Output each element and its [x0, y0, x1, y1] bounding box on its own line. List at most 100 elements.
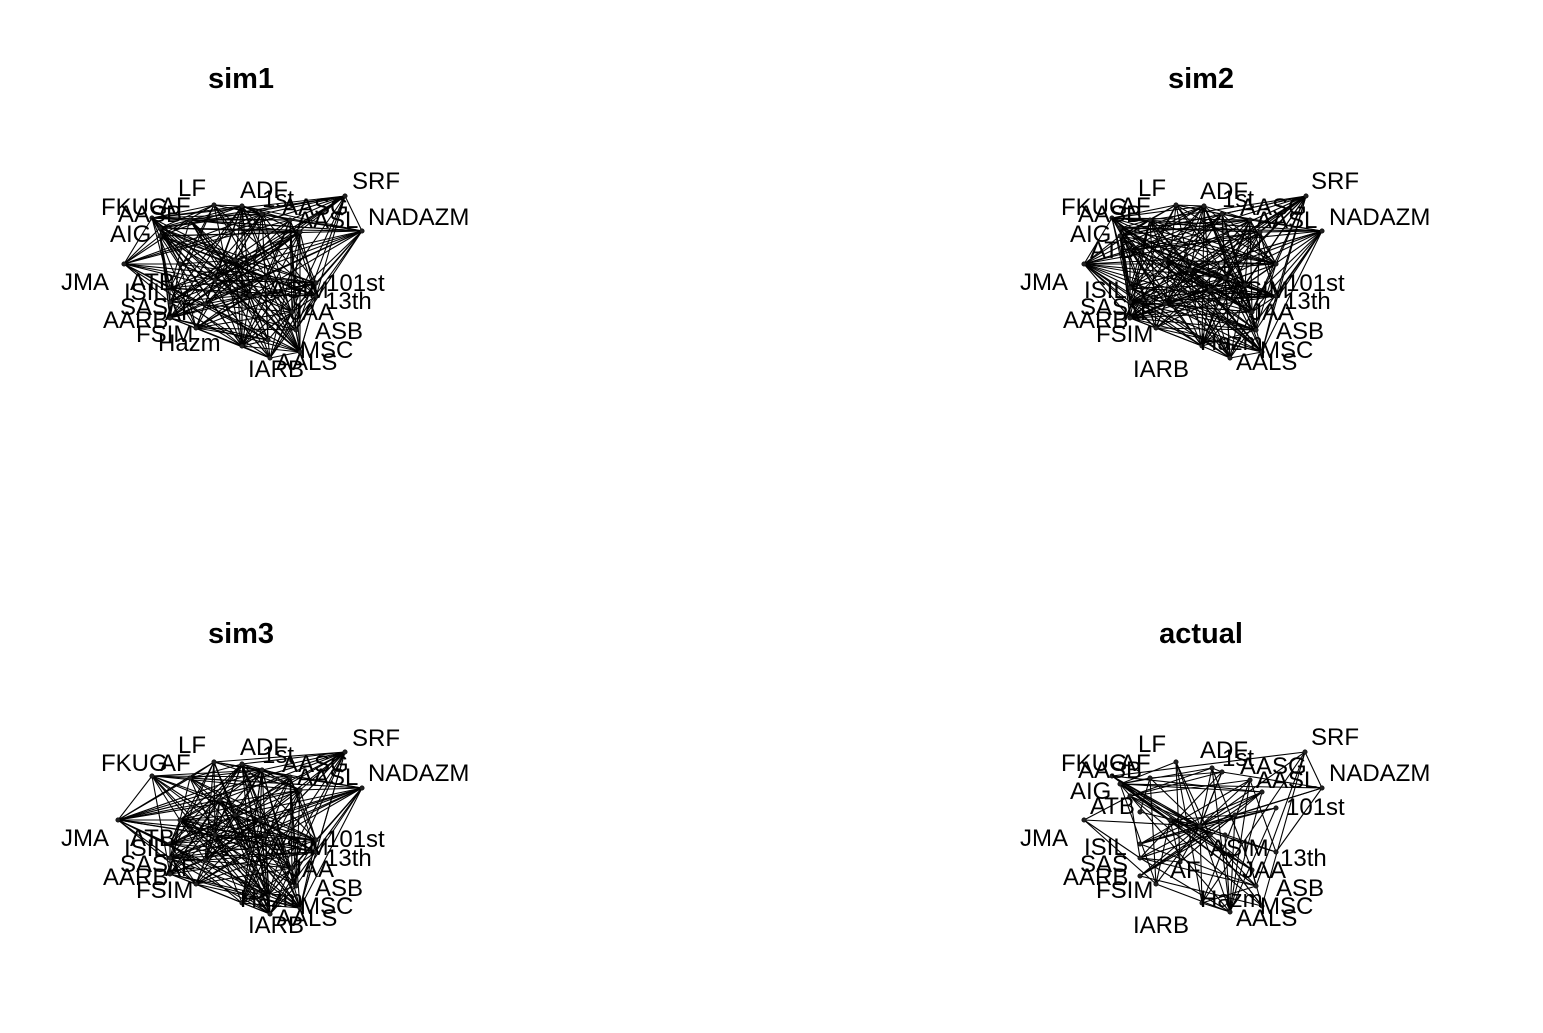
network-edge [1244, 263, 1277, 286]
network-edge [1261, 230, 1323, 353]
network-node [1249, 309, 1255, 315]
node-label: FSIM [1096, 321, 1153, 348]
network-edge [179, 769, 263, 821]
node-label: Hazm [240, 886, 303, 913]
network-edge [169, 303, 206, 319]
network-edge [241, 751, 346, 765]
network-edge [123, 219, 291, 265]
network-edge [295, 230, 363, 331]
node-label: LF [178, 732, 206, 759]
network-edge [1229, 284, 1246, 359]
network-edge [204, 859, 269, 897]
network-edge [1275, 787, 1323, 853]
network-edge [1169, 819, 1211, 836]
network-node [1273, 261, 1279, 267]
network-edge [195, 282, 317, 329]
network-edge [151, 195, 346, 219]
network-edge [1083, 263, 1131, 319]
network-node [1259, 349, 1265, 355]
network-edge [1119, 783, 1231, 913]
node-label: SRF [352, 725, 400, 752]
network-node [1219, 769, 1225, 775]
node-label: AASG [1240, 194, 1307, 221]
network-edge [1261, 751, 1306, 907]
node-label: 1st [1222, 745, 1254, 772]
network-node [313, 849, 319, 855]
network-edge [169, 857, 301, 909]
network-edge [1139, 834, 1211, 877]
network-edge [214, 231, 301, 281]
network-edge [1244, 284, 1263, 353]
network-edge [219, 799, 236, 816]
network-edge [1164, 303, 1263, 353]
network-edge [1119, 235, 1277, 297]
panel-title: actual [1159, 618, 1243, 650]
label-layer: LF ADF SRF FKUG AASB AF 1st AASG AASL NA… [1020, 724, 1430, 939]
network-edge [1119, 783, 1323, 789]
network-edge [1083, 217, 1113, 265]
network-edge [1199, 825, 1263, 907]
network-node [259, 767, 265, 773]
network-node [167, 299, 173, 305]
network-node [1232, 812, 1238, 818]
node-label: ISIL [1084, 834, 1127, 861]
network-edge [249, 849, 301, 909]
network-edge [214, 259, 236, 281]
network-node [149, 773, 155, 779]
network-node [232, 257, 238, 263]
network-edge [1255, 751, 1306, 887]
network-node [239, 343, 245, 349]
network-edge [1229, 807, 1277, 913]
network-node [287, 774, 293, 780]
network-edge [1129, 779, 1251, 797]
network-edge [169, 799, 221, 875]
node-label: IARB [1133, 912, 1189, 939]
network-edge [1149, 771, 1223, 779]
node-label: SAS [120, 294, 168, 321]
network-edge [159, 227, 181, 265]
network-edge [264, 277, 301, 353]
node-label: ATB [1090, 237, 1135, 264]
node-label: SRF [1311, 168, 1359, 195]
network-edge [117, 819, 197, 885]
network-edge [261, 769, 291, 778]
node-label: FKUG [101, 194, 168, 221]
network-edge [289, 219, 363, 232]
network-edge [123, 217, 153, 265]
node-label: AASB [1078, 757, 1142, 784]
network-edge [117, 775, 153, 821]
network-edge [117, 777, 191, 821]
node-label: 1st [1222, 186, 1254, 213]
network-edge [1129, 317, 1263, 353]
network-edge [1179, 814, 1236, 863]
network-edge [289, 776, 317, 841]
network-node [297, 349, 303, 355]
network-edge [1111, 205, 1205, 219]
network-edge [1164, 259, 1203, 347]
network-edge [1189, 269, 1203, 347]
network-edge [189, 219, 301, 233]
network-edge [123, 263, 251, 296]
node-label: AF [165, 855, 196, 882]
network-edge [1189, 263, 1277, 271]
network-edge [299, 231, 317, 297]
node-layer [115, 749, 365, 917]
network-node [293, 327, 299, 333]
network-node [1273, 805, 1279, 811]
node-label: ATB [130, 269, 175, 296]
network-edge [1129, 284, 1246, 319]
network-edge [1129, 795, 1201, 827]
network-edge [1083, 219, 1151, 265]
network-edge [169, 873, 301, 909]
network-node [1153, 325, 1159, 331]
network-node [187, 775, 193, 781]
network-node [232, 812, 238, 818]
network-node [1319, 785, 1325, 791]
node-label: 101st [326, 270, 385, 297]
network-edge [117, 819, 269, 897]
network-edge [204, 279, 216, 305]
edge-layer [1083, 195, 1323, 359]
network-edge [179, 814, 236, 821]
network-node [1253, 883, 1259, 889]
network-edge [169, 843, 197, 885]
